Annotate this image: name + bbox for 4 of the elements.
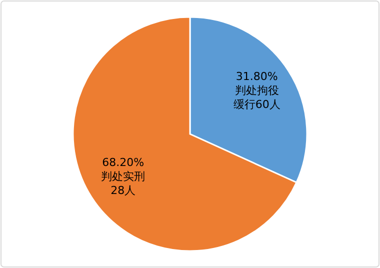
data-label: 68.20% xyxy=(102,156,144,170)
data-label: 31.80% xyxy=(236,70,278,83)
slice-label: 判处实刑28人 xyxy=(101,170,146,198)
slice-label: 判处拘役缓行60人 xyxy=(233,84,280,111)
